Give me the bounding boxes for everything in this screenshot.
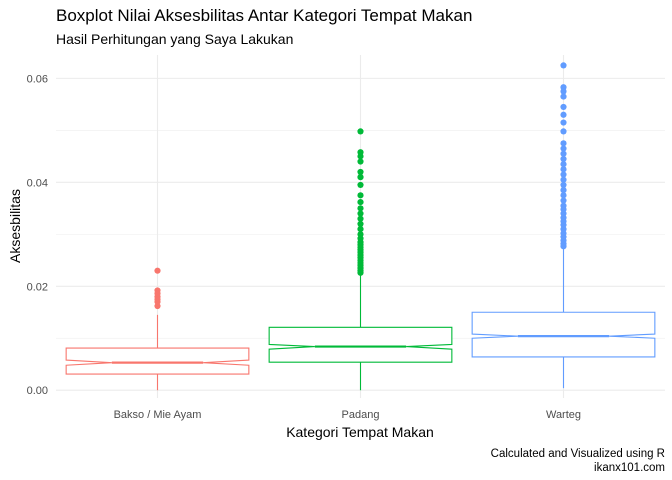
box-group — [65, 267, 250, 391]
x-tick-label: Padang — [342, 409, 380, 421]
outlier-point — [560, 197, 567, 204]
outlier-point — [357, 220, 364, 228]
notched-box — [65, 347, 250, 375]
boxes — [65, 62, 656, 391]
outlier-point — [560, 155, 567, 163]
outlier-point — [560, 187, 567, 194]
outlier-point — [560, 84, 567, 91]
outlier-point — [560, 111, 567, 118]
outlier-point — [560, 62, 567, 69]
outlier-point — [357, 158, 364, 165]
outlier-point — [357, 225, 364, 233]
outlier-point — [560, 181, 567, 189]
outlier-point — [560, 140, 567, 147]
notched-box — [471, 311, 656, 358]
caption-line-1: Calculated and Visualized using R — [491, 448, 665, 460]
chart-title: Boxplot Nilai Aksesbilitas Antar Kategor… — [56, 6, 472, 25]
outlier-point — [560, 150, 567, 157]
outlier-point — [357, 192, 364, 199]
x-tick-label: Bakso / Mie Ayam — [114, 409, 202, 421]
x-axis-title: Kategori Tempat Makan — [286, 424, 434, 440]
outlier-point — [357, 168, 364, 176]
box-group — [471, 62, 656, 389]
notched-box — [268, 326, 453, 363]
outlier-point — [560, 171, 567, 178]
outlier-point — [560, 202, 567, 209]
outlier-point — [560, 192, 567, 199]
y-tick-label: 0.02 — [27, 281, 48, 293]
outlier-point — [357, 210, 364, 217]
outlier-point — [560, 119, 567, 126]
box-group — [268, 128, 453, 391]
outlier-point — [560, 176, 567, 183]
outlier-point — [560, 93, 567, 100]
outlier-point — [357, 181, 364, 189]
axis-ticks: 0.00 0.02 0.04 0.06 Bakso / Mie Ayam Padang Wa… — [27, 73, 581, 421]
outlier-point — [560, 103, 567, 111]
outlier-point — [357, 174, 364, 181]
y-tick-label: 0.06 — [27, 73, 48, 85]
outlier-point — [560, 161, 567, 168]
caption-line-2: ikanx101.com — [594, 462, 665, 474]
y-axis-title: Aksesbilitas — [7, 189, 23, 263]
outlier-point — [357, 231, 364, 238]
chart-subtitle: Hasil Perhitungan yang Saya Lakukan — [56, 31, 293, 47]
y-tick-label: 0.00 — [27, 385, 48, 397]
outlier-point — [357, 149, 364, 156]
outlier-point — [357, 128, 364, 135]
outlier-point — [154, 267, 161, 274]
outlier-point — [560, 166, 567, 173]
outlier-point — [357, 215, 364, 222]
x-tick-label: Warteg — [546, 409, 581, 421]
outlier-point — [357, 205, 364, 212]
y-tick-label: 0.04 — [27, 177, 48, 189]
outlier-point — [560, 128, 567, 135]
outlier-point — [154, 287, 161, 294]
outlier-point — [560, 145, 567, 152]
outlier-point — [357, 198, 364, 206]
